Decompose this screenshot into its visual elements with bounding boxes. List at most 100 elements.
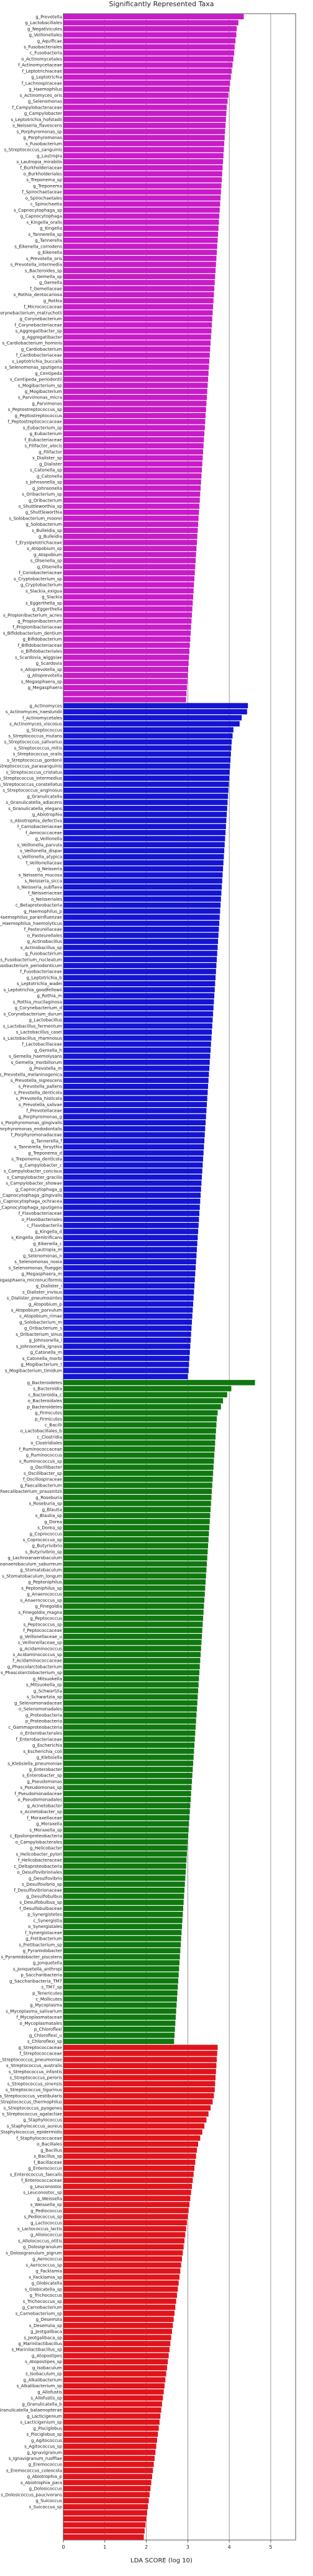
category-label: s_Mogibacterium_sp xyxy=(18,383,63,388)
bar xyxy=(63,1730,196,1736)
plot-frame xyxy=(63,13,296,2541)
category-label: g_Firmicutes xyxy=(35,1411,62,1416)
category-label: s_Streptococcus_agalactiae xyxy=(2,2112,62,2117)
category-label: g_Enterobacter xyxy=(29,1767,62,1772)
category-label: s_Bacteroidia xyxy=(33,1387,62,1392)
category-label: s_Klebsiella_pneumoniae xyxy=(7,1761,62,1766)
category-label: s_Atopobium_rimae xyxy=(19,1314,62,1319)
category-label: f_Actinomycetaceae xyxy=(18,63,62,68)
category-label: g_Atopobium_p xyxy=(29,1302,63,1307)
category-label: g_Actinobacillus xyxy=(27,939,63,944)
bar xyxy=(63,304,214,310)
bar xyxy=(63,2074,216,2081)
category-label: s_Gemella_sp xyxy=(32,274,62,279)
category-label: g_Capnocytophaga_g xyxy=(16,1187,62,1192)
bar xyxy=(63,1767,193,1772)
category-label: g_Veillonellales xyxy=(29,33,63,38)
bar xyxy=(63,1597,205,1603)
bar xyxy=(63,1174,202,1180)
category-label: s_Rothia_mucilaginosa xyxy=(13,999,62,1004)
category-label: s_Suicoccus_sp xyxy=(29,2505,63,2510)
bar xyxy=(63,1361,189,1367)
category-label: s_Anaerococcus_sp xyxy=(20,1598,63,1603)
bar xyxy=(63,2238,185,2244)
bar xyxy=(63,981,215,987)
category-label: c_Spirochaetia xyxy=(30,202,62,207)
bar xyxy=(63,74,231,80)
bar xyxy=(63,298,214,304)
bar xyxy=(63,1150,204,1156)
category-label: g_Peptostreptococcus xyxy=(15,413,63,418)
bar xyxy=(63,642,190,648)
bar xyxy=(63,993,215,999)
bar xyxy=(63,1972,179,1978)
bar xyxy=(63,799,228,805)
bar xyxy=(63,2359,168,2365)
category-label: g_Bacillus xyxy=(40,2148,62,2153)
bar xyxy=(63,546,197,551)
bar xyxy=(63,358,210,364)
bar xyxy=(63,763,230,769)
category-label: s_Lautropia_mirabilis xyxy=(16,160,62,164)
category-label: g_Acinetobacter xyxy=(27,1803,62,1808)
bar xyxy=(63,38,236,44)
bar xyxy=(63,1246,197,1253)
bar xyxy=(63,1839,188,1845)
bar xyxy=(63,503,200,509)
category-label: f_Cardiobacteriaceae xyxy=(16,353,62,358)
bar xyxy=(63,999,214,1005)
category-label: g_Tannerella_f xyxy=(31,1138,62,1143)
category-label: f_Micrococcaceae xyxy=(24,305,62,310)
category-label: f_Aerococcaceae xyxy=(25,831,62,835)
bar xyxy=(63,1217,199,1222)
category-label: s_Leptotrichia_hofstadii xyxy=(11,117,63,122)
bar xyxy=(63,830,226,835)
category-label: s_Streptococcus_sinensis xyxy=(7,2081,63,2086)
bar xyxy=(63,890,222,896)
bar xyxy=(63,1253,197,1259)
bar xyxy=(63,1235,198,1240)
category-label: g_Aerococcus xyxy=(32,2257,62,2262)
category-label: s_Bacteroides_sp xyxy=(25,268,63,273)
category-label: g_Neisseria xyxy=(37,867,62,871)
category-label: s_Veillonellaceae_sp xyxy=(18,1641,63,1646)
bar xyxy=(63,2286,178,2292)
category-label: g_Stomatobaculum xyxy=(20,1568,62,1573)
bar xyxy=(63,1881,185,1887)
bar xyxy=(63,117,226,122)
bar xyxy=(63,2032,175,2038)
category-label: s_Cardiobacterium_hominis xyxy=(2,341,63,346)
bar xyxy=(63,2063,217,2068)
category-label: g_Dialister xyxy=(39,462,62,467)
bar xyxy=(63,1416,217,1422)
bar xyxy=(63,1888,185,1893)
category-label: f_Peptostreptococcaceae xyxy=(8,420,62,425)
bar xyxy=(63,473,202,479)
bar xyxy=(63,2093,214,2099)
category-label: g_Prevotella_m xyxy=(29,1066,62,1071)
category-label: s_Stomatobaculum_longum xyxy=(2,1574,62,1578)
bar xyxy=(63,44,235,50)
category-label: g_Selenomonadaceae xyxy=(14,1701,62,1706)
category-label: s_Prevotella_oris xyxy=(26,256,63,261)
category-label: s_Fusobacterium xyxy=(25,142,62,146)
category-label: s_Escherichia_coli xyxy=(23,1749,62,1754)
category-label: o_Clostridiales xyxy=(30,1441,62,1446)
category-label: s_Fusobacteriales xyxy=(24,45,62,50)
category-label: g_Peptoniphilus xyxy=(28,1580,62,1585)
category-label: s_Johnsonella_sp xyxy=(25,480,62,485)
bar xyxy=(63,1549,208,1555)
bar xyxy=(63,352,210,358)
bar xyxy=(63,1960,179,1966)
category-label: s_Treponema_denticola xyxy=(11,1157,62,1162)
bar xyxy=(63,1948,181,1953)
bar xyxy=(63,14,244,20)
bar xyxy=(63,1573,206,1579)
bar xyxy=(63,539,197,546)
category-label: s_Actinomyces_oris xyxy=(20,93,62,98)
bar xyxy=(63,292,214,298)
bar xyxy=(63,2081,215,2087)
bar xyxy=(63,413,206,418)
